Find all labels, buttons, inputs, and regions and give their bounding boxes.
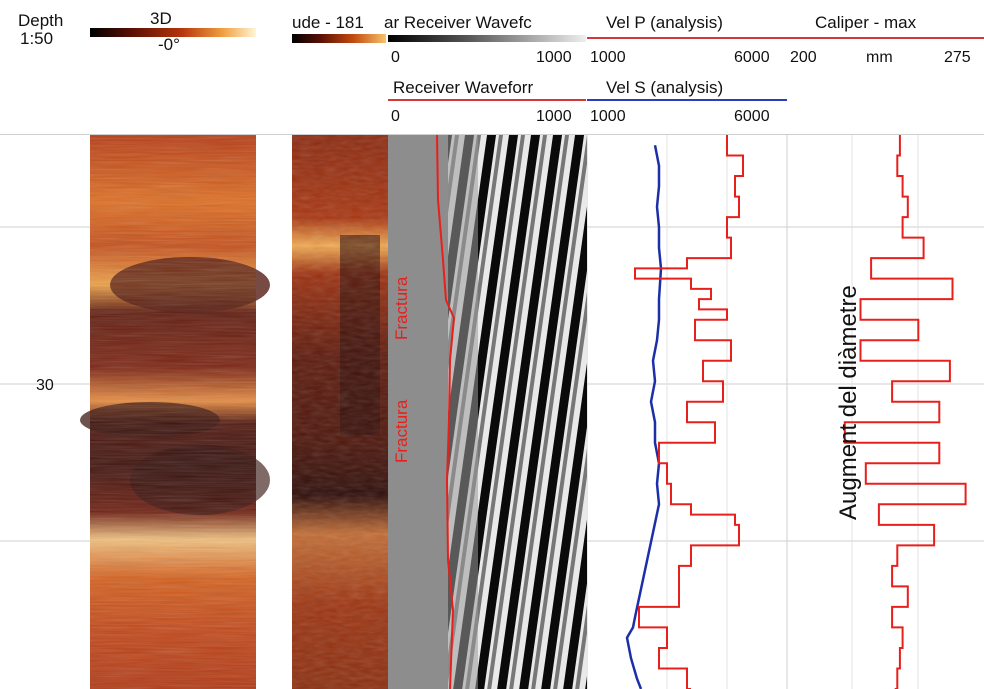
fracture-label-2: Fractura xyxy=(392,399,411,463)
velp-series xyxy=(634,135,744,689)
fracture-label-1: Fractura xyxy=(392,276,411,340)
waveform1-colorbar xyxy=(388,35,586,42)
velp-title: Vel P (analysis) xyxy=(606,13,723,32)
caliper-axis-line xyxy=(787,37,984,39)
scale-label: 1:50 xyxy=(20,29,54,48)
vels-axis-line xyxy=(587,99,787,101)
image-log-2 xyxy=(292,135,388,689)
first-arrival-line xyxy=(436,134,456,689)
image2-title: ude - 181 xyxy=(292,13,364,32)
waveform1-max: 1000 xyxy=(536,49,572,66)
waveform2-axis-line xyxy=(388,99,586,101)
caliper-max-line xyxy=(843,135,967,689)
image1-title: 3D xyxy=(150,9,172,28)
velp-axis-line xyxy=(587,37,787,39)
vel-s-analysis--line xyxy=(625,145,663,689)
image1-colorbar xyxy=(90,28,256,37)
vels-series xyxy=(625,145,663,689)
vel-p-analysis--line xyxy=(634,135,744,689)
waveform-panel xyxy=(388,135,587,689)
waveform2-title: Receiver Waveforr xyxy=(393,78,534,97)
waveform1-min: 0 xyxy=(391,49,400,66)
header-divider xyxy=(0,134,984,135)
caliper-title: Caliper - max xyxy=(815,13,917,32)
caliper-min: 200 xyxy=(790,49,817,66)
vels-max: 6000 xyxy=(734,108,770,125)
caliper-unit: mm xyxy=(866,49,893,66)
vels-min: 1000 xyxy=(590,108,626,125)
image2-colorbar xyxy=(292,34,386,43)
depth-label: Depth xyxy=(18,11,64,30)
waveform1-title: ar Receiver Wavefc xyxy=(384,13,532,32)
caliper-max: 275 xyxy=(944,49,971,66)
waveform2-min: 0 xyxy=(391,108,400,125)
diameter-annotation: Augment del diàmetre xyxy=(835,285,862,520)
vels-title: Vel S (analysis) xyxy=(606,78,724,97)
image-log-1 xyxy=(80,135,270,689)
depth-tick-30: 30 xyxy=(36,377,54,394)
waveform2-max: 1000 xyxy=(536,108,572,125)
caliper-series xyxy=(843,135,967,689)
velp-max: 6000 xyxy=(734,49,770,66)
image1-subtitle: -0° xyxy=(158,35,180,54)
velp-min: 1000 xyxy=(590,49,626,66)
